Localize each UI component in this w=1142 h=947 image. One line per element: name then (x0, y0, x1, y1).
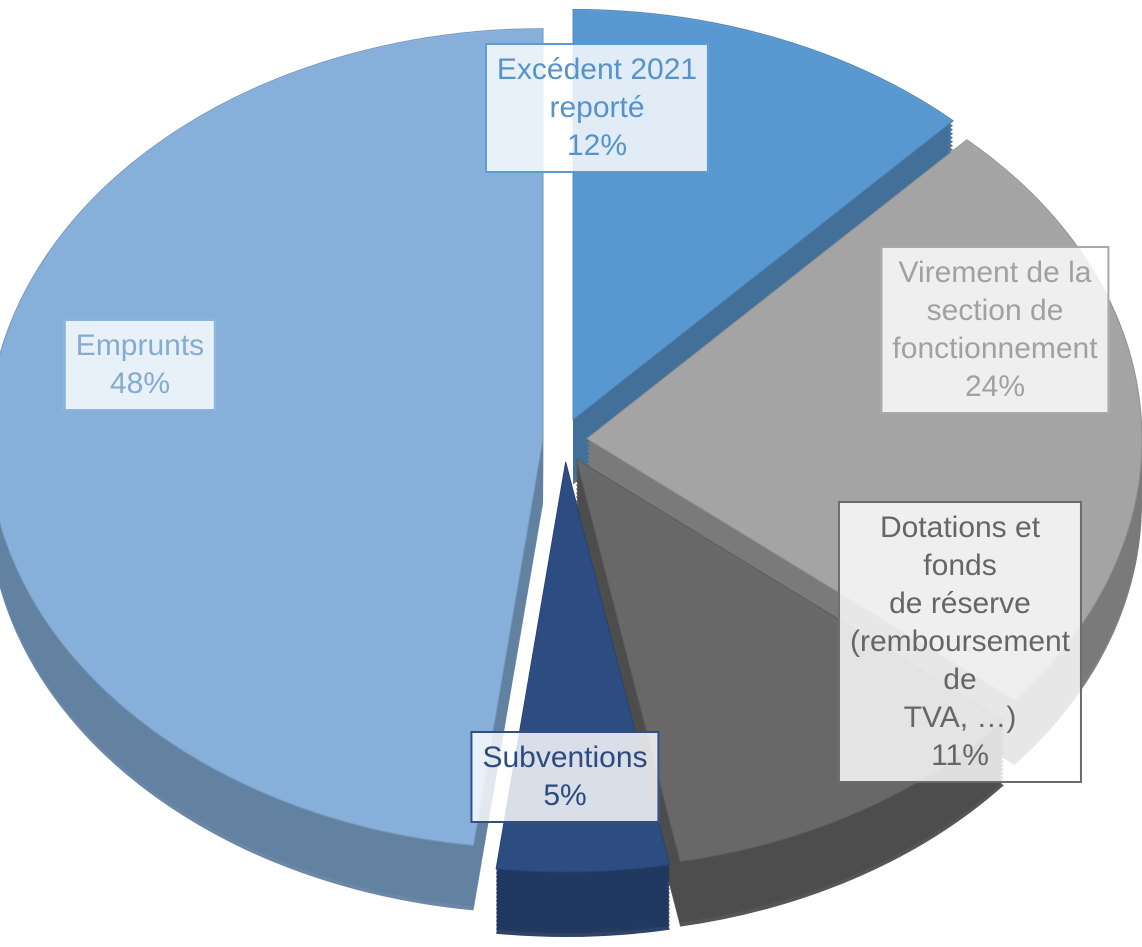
value-label: 48% (109, 367, 171, 400)
value-label: 24% (964, 370, 1026, 403)
value-label: 11% (931, 739, 989, 772)
category-label: Excédent 2021 reporté (496, 53, 698, 124)
value-label: 12% (566, 129, 628, 162)
value-label: 5% (543, 779, 587, 812)
category-label: Dotations et fonds de réserve (rembourse… (849, 511, 1071, 734)
data-label: Excédent 2021 reporté 12% (484, 43, 710, 173)
category-label: Subventions (482, 741, 648, 774)
data-label: Virement de la section de fonctionnement… (880, 246, 1110, 414)
slice (0, 28, 544, 846)
data-label: Subventions 5% (470, 731, 660, 823)
data-label: Dotations et fonds de réserve (rembourse… (837, 501, 1083, 783)
category-label: Virement de la section de fonctionnement (892, 256, 1098, 365)
data-label: Emprunts 48% (63, 319, 217, 411)
category-label: Emprunts (75, 329, 205, 362)
